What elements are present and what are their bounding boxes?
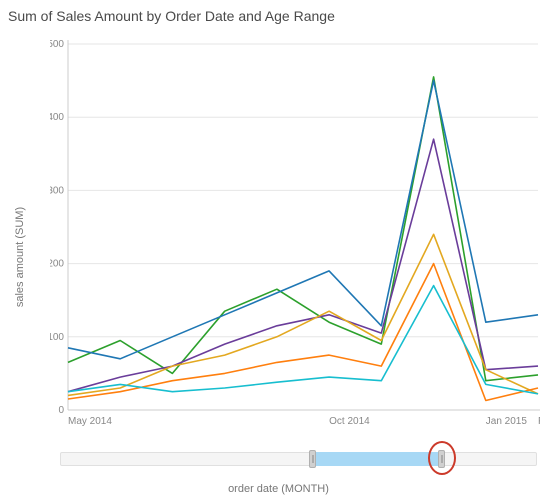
chart-container: Sum of Sales Amount by Order Date and Ag…: [0, 0, 557, 501]
chart-title: Sum of Sales Amount by Order Date and Ag…: [8, 8, 335, 24]
x-axis-label: order date (MONTH): [0, 483, 557, 495]
time-range-scrubber[interactable]: [60, 449, 537, 469]
svg-text:200: 200: [50, 259, 64, 270]
scrubber-window[interactable]: [313, 452, 442, 466]
scrubber-handle-right[interactable]: [438, 450, 445, 468]
svg-text:0: 0: [58, 405, 64, 416]
series-line-series-6: [68, 286, 538, 394]
svg-text:May 2014: May 2014: [68, 416, 112, 427]
svg-text:Feb 2015: Feb 2015: [538, 416, 540, 427]
y-axis-label: sales amount (SUM): [14, 197, 26, 317]
svg-text:400: 400: [50, 112, 64, 123]
svg-text:100: 100: [50, 332, 64, 343]
svg-text:Oct 2014: Oct 2014: [329, 416, 370, 427]
series-line-series-1: [68, 77, 538, 381]
series-line-series-2: [68, 81, 538, 359]
svg-text:Jan 2015: Jan 2015: [486, 416, 528, 427]
svg-text:500: 500: [50, 40, 64, 50]
scrubber-track[interactable]: [60, 452, 537, 466]
scrubber-handle-left[interactable]: [309, 450, 316, 468]
line-chart: 0 100 200 300 400 500 May 2014 Oct 2014 Jan 201…: [50, 40, 540, 435]
series-line-series-4: [68, 234, 538, 395]
svg-text:300: 300: [50, 185, 64, 196]
